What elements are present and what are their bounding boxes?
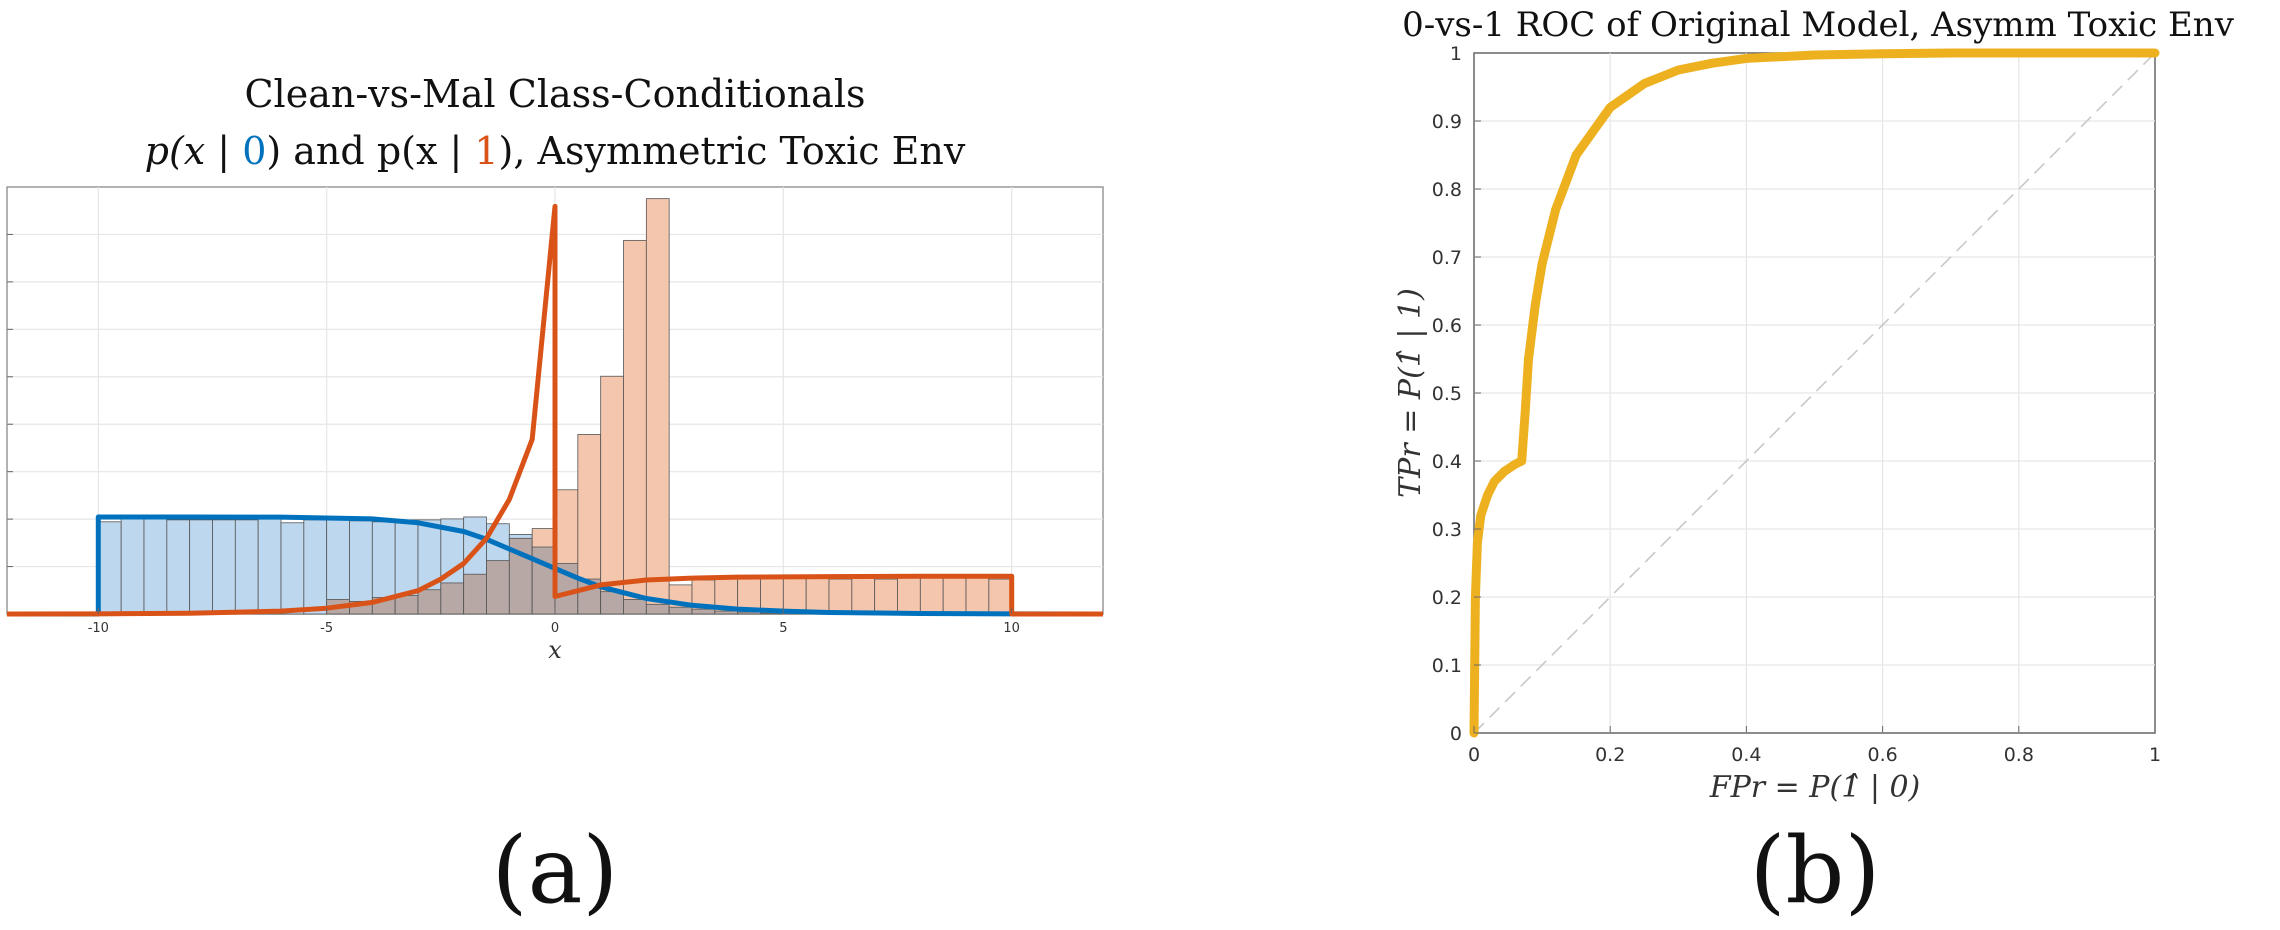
panel-b-roc-curve xyxy=(1469,48,2160,738)
panel-a-title-line2: p(x | 0) and p(x | 1), Asymmetric Toxic … xyxy=(145,129,966,173)
histogram-bar xyxy=(166,519,191,615)
panel-b-ytick-label: 0.3 xyxy=(1432,519,1462,541)
histogram-bar xyxy=(257,518,282,615)
histogram-bar-overlap xyxy=(623,599,647,615)
histogram-bar xyxy=(212,519,236,615)
histogram-bar-overlap xyxy=(714,610,739,615)
panel-b-xtick-label: 0.8 xyxy=(2004,744,2034,766)
histogram-bar xyxy=(349,520,373,615)
panel-b: 0-vs-1 ROC of Original Model, Asymm Toxi… xyxy=(1393,5,2235,924)
panel-b-xtick-label: 1 xyxy=(2149,744,2161,766)
panel-b-ytick-label: 0.2 xyxy=(1432,587,1462,609)
panel-a-curves xyxy=(6,203,1104,617)
panel-b-ylabel: TPr = P(1̂ | 1) xyxy=(1393,288,1428,498)
histogram-bar-overlap xyxy=(600,591,624,615)
class0-density-line xyxy=(7,514,1104,617)
panel-a-xtick-label: 10 xyxy=(1003,621,1020,636)
histogram-bar-overlap xyxy=(394,595,419,615)
histogram-bar-overlap xyxy=(417,589,442,615)
histogram-bar xyxy=(874,578,898,615)
panel-b-diagonal xyxy=(1473,52,2156,734)
panel-a: Clean-vs-Mal Class-Conditionals p(x | 0)… xyxy=(6,72,1104,924)
panel-a-title-line1: Clean-vs-Mal Class-Conditionals xyxy=(244,72,865,116)
histogram-bar-overlap xyxy=(531,546,556,615)
panel-b-ytick-label: 0.5 xyxy=(1432,383,1462,405)
histogram-bar xyxy=(965,575,990,615)
histogram-bar xyxy=(919,577,944,615)
panel-a-xtick-label: -5 xyxy=(320,621,333,636)
histogram-bar xyxy=(851,577,876,615)
panel-a-ticks: -10 -5 0 5 10 xyxy=(7,233,1020,636)
panel-b-ytick-label: 1 xyxy=(1450,43,1462,65)
histogram-bar xyxy=(143,516,168,615)
panel-b-title: 0-vs-1 ROC of Original Model, Asymm Toxi… xyxy=(1402,5,2235,45)
histogram-bar xyxy=(120,514,145,615)
panel-b-ytick-label: 0.4 xyxy=(1432,451,1462,473)
panel-b-grid xyxy=(1474,53,2155,733)
title-line2-end: ), Asymmetric Toxic Env xyxy=(499,129,966,173)
panel-a-subplot-label: (a) xyxy=(492,817,619,924)
histogram-bar-overlap xyxy=(668,606,693,615)
panel-b-xtick-label: 0.2 xyxy=(1595,744,1625,766)
histogram-bar xyxy=(189,519,213,615)
panel-b-ytick-label: 0.7 xyxy=(1432,247,1462,269)
histogram-bar xyxy=(782,576,807,615)
histogram-bar xyxy=(897,575,921,615)
title-line2-mid: ) and p(x | xyxy=(266,129,474,173)
panel-a-xtick-label: -10 xyxy=(88,621,109,636)
histogram-bar xyxy=(280,522,305,615)
histogram-bar xyxy=(97,521,122,615)
histogram-bar xyxy=(623,239,647,615)
histogram-bar-overlap xyxy=(463,573,487,615)
histogram-bar xyxy=(828,578,853,615)
panel-b-xtick-label: 0 xyxy=(1468,744,1480,766)
panel-b-ytick-label: 0 xyxy=(1450,723,1462,745)
histogram-bar xyxy=(988,578,1013,615)
panel-a-xlabel: x xyxy=(548,636,562,664)
panel-b-ytick-label: 0.6 xyxy=(1432,315,1462,337)
panel-b-subplot-label: (b) xyxy=(1750,817,1881,924)
class1-density-line xyxy=(6,203,1103,617)
title-line2-class1: 1 xyxy=(474,129,498,173)
panel-b-ytick-label: 0.9 xyxy=(1432,111,1462,133)
panel-b-xtick-label: 0.4 xyxy=(1731,744,1761,766)
histogram-bar-overlap xyxy=(645,603,670,615)
roc-curve-line xyxy=(1469,48,2160,738)
histogram-bar xyxy=(303,519,328,615)
panel-b-ticks: 0 0.2 0.4 0.6 0.8 1 0 0.1 0.2 0.3 0.4 0.5 0.6 0.7 0.8 0… xyxy=(1432,43,2161,766)
title-line2-p1: p(x | xyxy=(145,129,243,173)
histogram-bar xyxy=(645,198,670,615)
histogram-bar-overlap xyxy=(440,582,465,615)
title-line2-class0: 0 xyxy=(242,129,266,173)
panel-a-xtick-label: 5 xyxy=(779,621,787,636)
panel-b-xlabel: FPr = P(1̂ | 0) xyxy=(1709,770,1921,805)
histogram-bar xyxy=(805,576,830,615)
histogram-bar xyxy=(234,519,259,615)
histogram-bar-overlap xyxy=(486,560,510,615)
panel-b-ytick-label: 0.8 xyxy=(1432,179,1462,201)
panel-b-ytick-label: 0.1 xyxy=(1432,655,1462,677)
histogram-bar-overlap xyxy=(691,608,716,615)
histogram-bar xyxy=(600,375,624,615)
chance-diagonal-line xyxy=(1473,52,2156,734)
panel-b-xtick-label: 0.6 xyxy=(1867,744,1897,766)
histogram-bar xyxy=(942,574,967,615)
panel-a-xtick-label: 0 xyxy=(551,621,559,636)
